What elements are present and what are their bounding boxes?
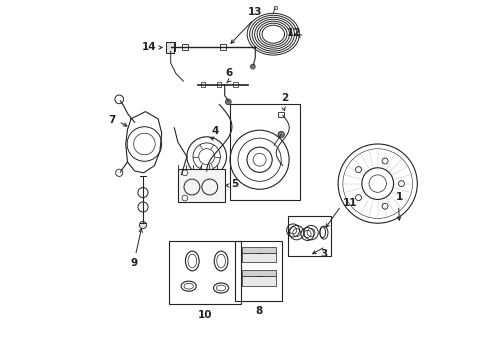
Circle shape — [250, 64, 255, 69]
Bar — [235, 241, 282, 301]
Circle shape — [139, 221, 146, 229]
Bar — [201, 82, 205, 87]
Text: 2: 2 — [281, 93, 288, 103]
Bar — [274, 6, 277, 9]
Text: 10: 10 — [197, 310, 212, 320]
Text: 5: 5 — [230, 179, 238, 189]
Bar — [287, 216, 330, 256]
Text: 3: 3 — [320, 249, 327, 259]
Bar — [242, 247, 275, 253]
Bar — [230, 104, 300, 200]
Text: 7: 7 — [108, 114, 116, 125]
Text: 13: 13 — [247, 7, 261, 17]
Text: 4: 4 — [211, 126, 219, 136]
Text: 14: 14 — [142, 42, 156, 52]
Text: 1: 1 — [395, 192, 402, 202]
Circle shape — [277, 131, 284, 138]
Bar — [178, 169, 224, 202]
Text: 6: 6 — [225, 68, 232, 78]
Bar — [220, 44, 225, 50]
Bar — [166, 42, 175, 51]
Bar — [217, 82, 221, 87]
Bar — [233, 82, 237, 87]
Bar — [242, 253, 275, 262]
Text: 11: 11 — [342, 198, 356, 208]
Bar — [277, 112, 283, 117]
Bar — [242, 270, 275, 276]
Circle shape — [225, 99, 231, 105]
Bar — [242, 276, 275, 286]
Text: 9: 9 — [130, 258, 137, 269]
Text: 8: 8 — [255, 306, 262, 316]
Text: 12: 12 — [286, 28, 301, 38]
Bar — [166, 42, 174, 53]
Bar — [182, 44, 187, 50]
Bar — [168, 241, 241, 304]
